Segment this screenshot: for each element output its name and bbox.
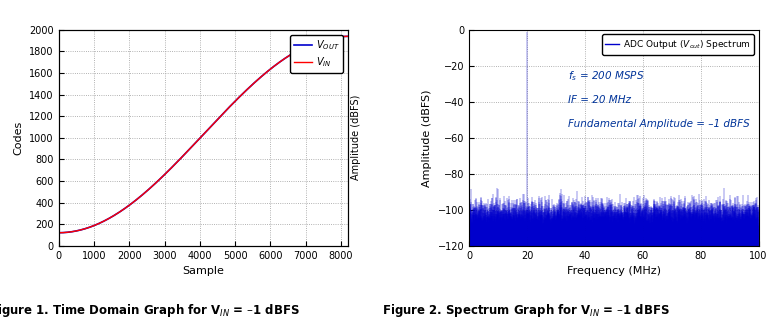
$V_{IN}$ [301,44,310,48]
$V_{OUT}$ [263,69,272,73]
Y-axis label: Amplitude (dBFS): Amplitude (dBFS) [422,89,432,187]
$V_{IN}$ [54,231,63,235]
Text: IF = 20 MHz: IF = 20 MHz [568,95,630,105]
$V_{OUT}$ [174,158,184,162]
Text: Figure 2. Spectrum Graph for V$_{IN}$ = –1 dBFS: Figure 2. Spectrum Graph for V$_{IN}$ = … [382,302,669,319]
$V_{OUT}$ [301,44,310,48]
Legend: $V_{OUT}$, $V_{IN}$: $V_{OUT}$, $V_{IN}$ [290,35,343,73]
X-axis label: Frequency (MHz): Frequency (MHz) [567,266,661,276]
Legend: ADC Output ($V_{out}$) Spectrum: ADC Output ($V_{out}$) Spectrum [602,35,754,55]
Y-axis label: Codes: Codes [13,121,23,155]
$V_{IN}$ [208,123,217,127]
$V_{IN}$ [263,69,272,73]
Text: Figure 1. Time Domain Graph for V$_{IN}$ = –1 dBFS: Figure 1. Time Domain Graph for V$_{IN}$… [0,302,300,319]
$V_{IN}$ [174,158,184,162]
$V_{OUT}$ [172,161,181,165]
Line: $V_{IN}$: $V_{IN}$ [59,36,348,233]
$V_{IN}$ [343,34,353,38]
$V_{OUT}$ [208,123,217,127]
Y-axis label: Amplitude (dBFS): Amplitude (dBFS) [350,95,361,181]
$V_{IN}$ [141,190,150,194]
Text: Fundamental Amplitude = –1 dBFS: Fundamental Amplitude = –1 dBFS [568,119,749,129]
Line: $V_{OUT}$: $V_{OUT}$ [59,36,348,233]
$V_{OUT}$ [54,231,63,235]
Text: f$_s$ = 200 MSPS: f$_s$ = 200 MSPS [568,69,644,83]
$V_{OUT}$ [141,190,150,194]
$V_{IN}$ [172,161,181,165]
$V_{OUT}$ [343,34,353,38]
X-axis label: Sample: Sample [182,266,224,276]
